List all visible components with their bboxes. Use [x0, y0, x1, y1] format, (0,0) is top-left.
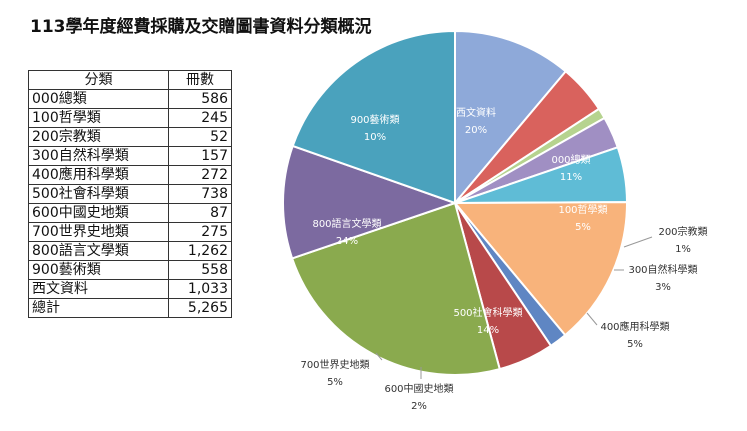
table-row: 700世界史地類 275	[28, 222, 232, 242]
category-name-cell: 900藝術類	[28, 260, 169, 280]
table-row: 500社會科學類 738	[28, 184, 232, 204]
category-name-cell: 300自然科學類	[28, 146, 169, 166]
slice-percent-label: 5%	[327, 377, 343, 388]
category-count-cell: 52	[168, 127, 232, 147]
slice-label: 900藝術類 10%	[350, 113, 399, 143]
slice-label: 西文資料 20%	[456, 106, 496, 136]
category-name-cell: 總計	[28, 298, 169, 318]
chart-title: 113學年度經費採購及交贈圖書資料分類概況	[30, 17, 372, 37]
slice-category-label: 900藝術類	[350, 113, 399, 126]
slice-label: 600中國史地類 2%	[384, 382, 453, 412]
slice-percent-label: 24%	[336, 236, 358, 247]
category-count-cell: 1,033	[168, 279, 232, 299]
slice-category-label: 000總類	[551, 153, 590, 166]
slice-category-label: 300自然科學類	[628, 263, 697, 276]
category-name-cell: 西文資料	[28, 279, 169, 299]
slice-percent-label: 1%	[675, 244, 691, 255]
slice-category-label: 400應用科學類	[600, 320, 669, 333]
slice-label: 300自然科學類 3%	[628, 263, 697, 293]
slice-percent-label: 14%	[477, 325, 499, 336]
pie-slice	[282, 144, 459, 260]
slice-category-label: 700世界史地類	[300, 358, 369, 371]
slice-percent-label: 20%	[465, 125, 487, 136]
category-name-cell: 500社會科學類	[28, 184, 169, 204]
category-count-cell: 5,265	[168, 298, 232, 318]
table-row: 000總類 586	[28, 89, 232, 109]
category-table: 分類 冊數 000總類 586 100哲學類 245 200宗教類 52 300自然科學類 1…	[28, 70, 232, 318]
slice-percent-label: 10%	[364, 132, 386, 143]
slice-category-label: 800語言文學類	[312, 217, 381, 230]
slice-label: 100哲學類 5%	[558, 203, 607, 233]
table-row: 900藝術類 558	[28, 260, 232, 280]
slice-category-label: 100哲學類	[558, 203, 607, 216]
header-count: 冊數	[168, 70, 232, 90]
slice-label: 200宗教類 1%	[658, 225, 707, 255]
category-count-cell: 1,262	[168, 241, 232, 261]
pie-slice	[290, 201, 501, 376]
slice-label: 000總類 11%	[551, 153, 590, 183]
slice-label: 700世界史地類 5%	[300, 358, 369, 388]
slice-category-label: 500社會科學類	[453, 306, 522, 319]
slice-percent-label: 11%	[560, 172, 582, 183]
table-row: 400應用科學類 272	[28, 165, 232, 185]
slice-category-label: 600中國史地類	[384, 382, 453, 395]
slice-label: 500社會科學類 14%	[453, 306, 522, 336]
slice-percent-label: 3%	[655, 282, 671, 293]
category-count-cell: 245	[168, 108, 232, 128]
slice-percent-label: 5%	[575, 222, 591, 233]
leader-line	[586, 312, 598, 326]
category-name-cell: 600中國史地類	[28, 203, 169, 223]
table-row: 800語言文學類 1,262	[28, 241, 232, 261]
pie-slice	[452, 201, 629, 337]
slice-label: 400應用科學類 5%	[600, 320, 669, 350]
table-header-row: 分類 冊數	[28, 70, 232, 90]
table-row: 總計 5,265	[28, 298, 232, 318]
table-row: 100哲學類 245	[28, 108, 232, 128]
leader-line	[623, 236, 653, 248]
slice-percent-label: 2%	[411, 401, 427, 412]
pie-slice	[454, 29, 568, 206]
table-row: 300自然科學類 157	[28, 146, 232, 166]
leader-line	[375, 352, 383, 361]
slice-category-label: 200宗教類	[658, 225, 707, 238]
slice-label: 800語言文學類 24%	[312, 217, 381, 247]
slice-category-label: 西文資料	[456, 106, 496, 119]
table-row: 600中國史地類 87	[28, 203, 232, 223]
pie-slice	[291, 29, 456, 205]
slice-percent-label: 5%	[627, 339, 643, 350]
table-row: 西文資料 1,033	[28, 279, 232, 299]
